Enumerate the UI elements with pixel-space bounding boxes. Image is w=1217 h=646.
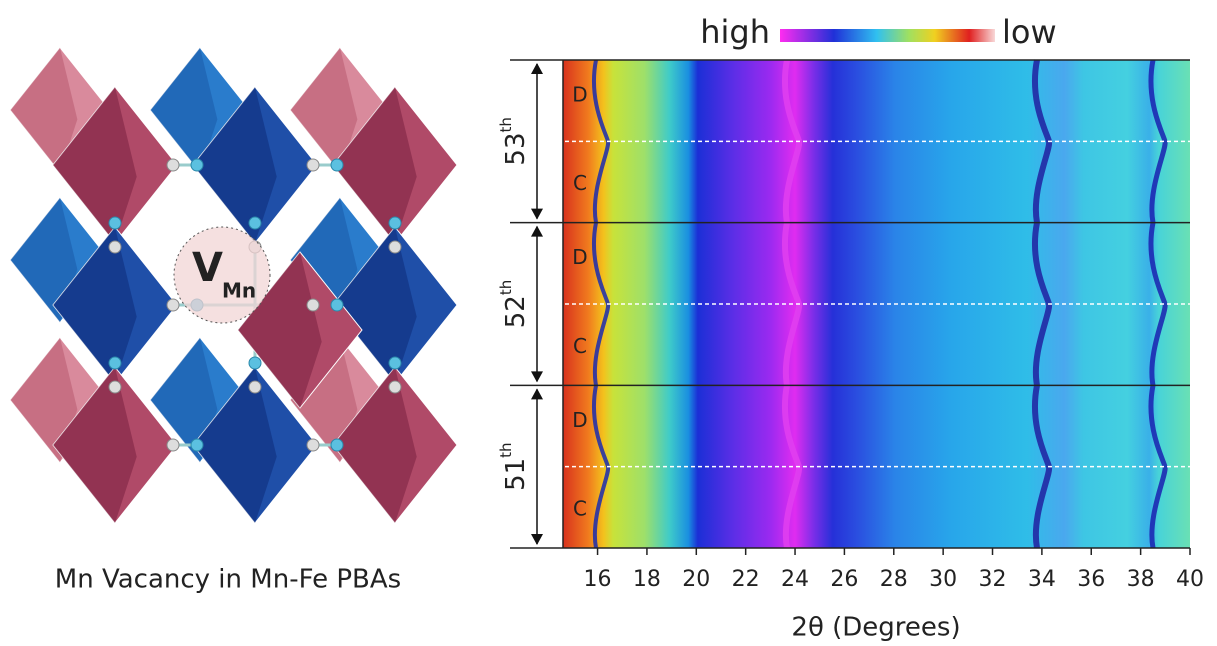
atom (330, 438, 344, 452)
x-tick-label: 34 (1028, 567, 1056, 592)
x-tick-label: 26 (830, 567, 858, 592)
peak (1148, 222, 1168, 386)
peak (1148, 384, 1168, 549)
colorbar-high: high (700, 13, 770, 51)
octahedron-face (193, 87, 277, 243)
atom (306, 438, 320, 452)
x-tick-label: 38 (1127, 567, 1155, 592)
octahedron-face (10, 337, 78, 463)
x-tick-label: 32 (979, 567, 1007, 592)
atom (248, 356, 262, 370)
x-tick-label: 20 (682, 567, 710, 592)
x-axis-label: 2θ (Degrees) (791, 613, 960, 643)
x-tick-label: 30 (929, 567, 957, 592)
x-tick-label: 22 (732, 567, 760, 592)
crystal-structure (9, 46, 458, 524)
x-tick-label: 28 (880, 567, 908, 592)
vacancy-circle (173, 226, 271, 324)
colorbar (780, 29, 995, 42)
atom (388, 216, 402, 230)
x-tick-label: 18 (633, 567, 661, 592)
vacancy-subscript: Mn (222, 279, 256, 303)
atom (166, 158, 180, 172)
cycle-suffix: th (497, 280, 515, 295)
octahedron-face (333, 227, 417, 383)
segment-label: D (572, 83, 587, 107)
octahedron-face (238, 252, 322, 408)
atom (248, 216, 262, 230)
x-tick-label: 24 (781, 567, 809, 592)
atom (108, 356, 122, 370)
plot: 16 18 20 22 24 26 28 30 32 34 36 38 40DC53thDC52thDC… (497, 59, 1204, 592)
octahedron-face (10, 197, 78, 323)
x-tick-label: 40 (1176, 567, 1204, 592)
atom (388, 356, 402, 370)
atom (108, 240, 122, 254)
octahedron-face (150, 47, 218, 173)
atom (248, 380, 262, 394)
cycle-suffix: th (497, 117, 515, 132)
segment-label: D (572, 408, 587, 432)
octahedron-face (10, 47, 78, 173)
octahedron-face (53, 87, 137, 243)
octahedron-face (290, 47, 358, 173)
atom (166, 438, 180, 452)
octahedron-face (333, 367, 417, 523)
cycle-label: 52th (497, 280, 531, 328)
segment-label: C (573, 497, 587, 521)
atom (306, 298, 320, 312)
atom (388, 380, 402, 394)
atom (388, 240, 402, 254)
cycle-suffix: th (497, 442, 515, 457)
octahedron-face (53, 227, 137, 383)
peak (1148, 59, 1168, 224)
atom (330, 158, 344, 172)
vacancy-symbol: V (192, 245, 223, 291)
cycle-label: 51th (497, 442, 531, 490)
segment-label: D (572, 245, 587, 269)
caption: Mn Vacancy in Mn-Fe PBAs (55, 565, 401, 595)
octahedron-face (53, 367, 137, 523)
segment-label: C (573, 334, 587, 358)
octahedron-face (193, 367, 277, 523)
cycle-number: 51 (501, 458, 531, 491)
atom (190, 158, 204, 172)
atom (190, 438, 204, 452)
cycle-number: 53 (501, 132, 531, 165)
x-tick-label: 16 (584, 567, 612, 592)
cycle-number: 52 (501, 295, 531, 328)
segment-label: C (573, 171, 587, 195)
atom (108, 216, 122, 230)
cycle-label: 53th (497, 117, 531, 165)
atom (166, 298, 180, 312)
octahedron-face (290, 337, 358, 463)
colorbar-low: low (1002, 13, 1057, 51)
octahedron-face (290, 197, 358, 323)
x-tick-label: 36 (1077, 567, 1105, 592)
octahedron-face (333, 87, 417, 243)
atom (330, 298, 344, 312)
octahedron-face (150, 337, 218, 463)
atom (306, 158, 320, 172)
atom (108, 380, 122, 394)
